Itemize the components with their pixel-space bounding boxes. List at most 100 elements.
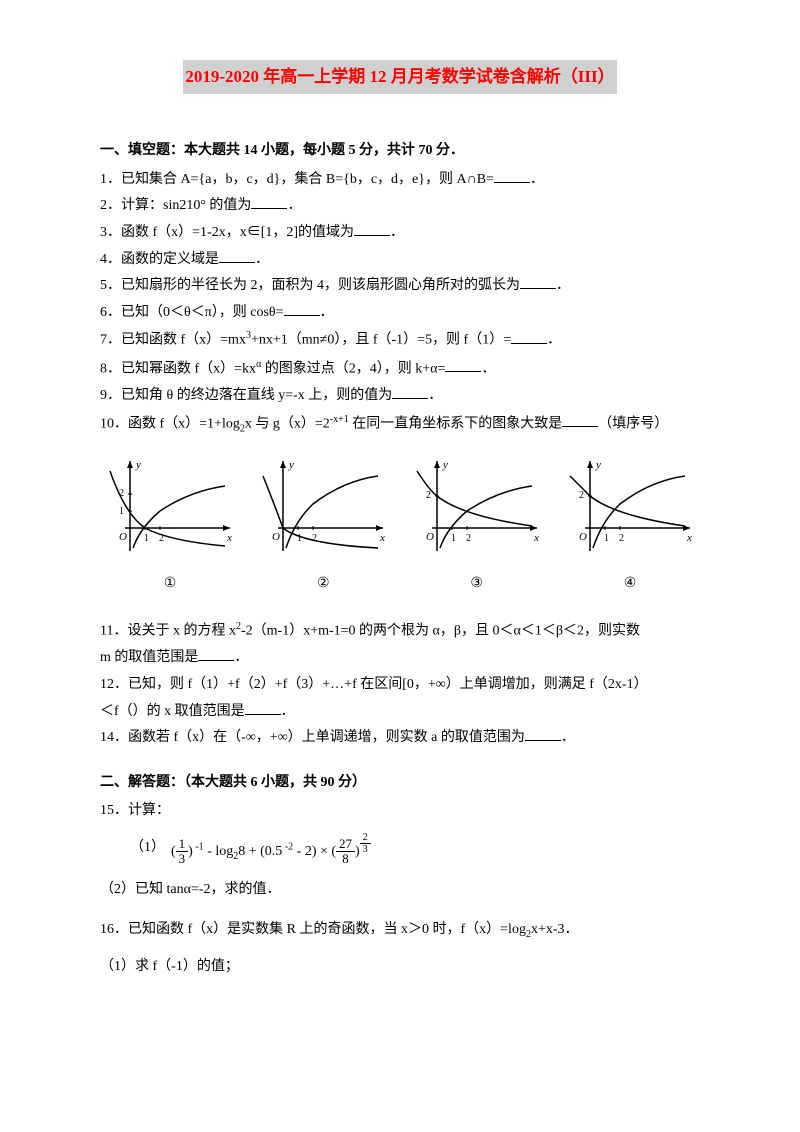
q1-text: 1．已知集合 A={a，b，c，d}，集合 B={b，c，d，e}，则 A∩B= (100, 172, 494, 187)
question-1: 1．已知集合 A={a，b，c，d}，集合 B={b，c，d，e}，则 A∩B=… (100, 167, 700, 194)
q11a: 11．设关于 x 的方程 x (100, 624, 236, 639)
graph-2: x y O 1 2 (253, 456, 393, 567)
q11c: m 的取值范围是 (100, 650, 198, 665)
exam-page: 2019-2020 年高一上学期 12 月月考数学试卷含解析（III） 一、填空… (0, 0, 800, 1021)
q12b: ＜f（）的 x 取值范围是 (100, 704, 245, 719)
blank (520, 276, 556, 290)
question-14: 14．函数若 f（x）在（-∞，+∞）上单调递增，则实数 a 的取值范围为． (100, 725, 700, 752)
graph-1: x y O 1 2 1 2 (100, 456, 240, 567)
q16a: 16．已知函数 f（x）是实数集 R 上的奇函数，当 x＞0 时，f（x）=lo… (100, 922, 526, 937)
question-4: 4．函数的定义域是． (100, 247, 700, 274)
q2-text: 2．计算：sin210° 的值为 (100, 198, 251, 213)
q5-text: 5．已知扇形的半径长为 2，面积为 4，则该扇形圆心角所对的弧长为 (100, 278, 520, 293)
graph-4-svg: x y O 1 2 2 (560, 456, 700, 556)
svg-text:1: 1 (119, 506, 124, 517)
blank (525, 728, 561, 742)
svg-text:2: 2 (619, 533, 624, 544)
q6-text: 6．已知（0＜θ＜π），则 cosθ= (100, 305, 284, 320)
q11b: -2（m-1）x+m-1=0 的两个根为 α，β，且 0＜α＜1＜β＜2，则实数 (241, 624, 640, 639)
question-12: 12．已知，则 f（1）+f（2）+f（3）+…+f 在区间[0，+∞）上单调增… (100, 672, 700, 699)
question-9: 9．已知角 θ 的终边落在直线 y=-x 上，则的值为． (100, 383, 700, 410)
blank (198, 648, 234, 662)
svg-text:O: O (426, 531, 434, 543)
svg-text:1: 1 (451, 533, 456, 544)
question-15-2: （2）已知 tanα=-2，求的值． (100, 877, 700, 904)
svg-text:O: O (119, 531, 127, 543)
question-8: 8．已知幂函数 f（x）=kxα 的图象过点（2，4），则 k+α=． (100, 355, 700, 383)
label-1: ① (100, 571, 240, 598)
svg-text:x: x (226, 532, 232, 544)
question-2: 2．计算：sin210° 的值为． (100, 193, 700, 220)
question-10: 10．函数 f（x）=1+log2x 与 g（x）=2-x+1 在同一直角坐标系… (100, 410, 700, 438)
svg-text:O: O (272, 531, 280, 543)
q10c: 在同一直角坐标系下的图象大致是 (349, 416, 563, 431)
svg-text:y: y (135, 459, 141, 471)
graph-3: x y O 1 2 2 (407, 456, 547, 567)
blank (284, 302, 320, 316)
graph-2-svg: x y O 1 2 (253, 456, 393, 556)
svg-text:O: O (579, 531, 587, 543)
blank (245, 701, 281, 715)
svg-text:y: y (595, 459, 601, 471)
q15-1-label: （1） (130, 835, 165, 862)
svg-text:1: 1 (604, 533, 609, 544)
svg-text:2: 2 (579, 490, 584, 501)
q14-text: 14．函数若 f（x）在（-∞，+∞）上单调递增，则实数 a 的取值范围为 (100, 730, 525, 745)
q4-text: 4．函数的定义域是 (100, 252, 219, 267)
formula-15-1: （1） (13) -1 - log28 + (0.5 -2 - 2) × (27… (130, 831, 700, 867)
q16b: x+x-3． (531, 922, 579, 937)
q10b: x 与 g（x）=2 (245, 416, 330, 431)
question-11-line2: m 的取值范围是． (100, 645, 700, 672)
q3-text: 3．函数 f（x）=1-2x，x∈[1，2]的值域为 (100, 225, 354, 240)
graph-1-svg: x y O 1 2 1 2 (100, 456, 240, 556)
q12a: 12．已知，则 f（1）+f（2）+f（3）+…+f 在区间[0，+∞）上单调增… (100, 677, 648, 692)
svg-text:x: x (686, 532, 692, 544)
svg-text:y: y (288, 459, 294, 471)
question-15: 15．计算： (100, 798, 700, 825)
q7b: +nx+1（mn≠0），且 f（-1）=5，则 f（1）= (251, 333, 511, 348)
formula-content: (13) -1 - log28 + (0.5 -2 - 2) × (278)23 (171, 831, 371, 867)
question-7: 7．已知函数 f（x）=mx3+nx+1（mn≠0），且 f（-1）=5，则 f… (100, 326, 700, 354)
question-16: 16．已知函数 f（x）是实数集 R 上的奇函数，当 x＞0 时，f（x）=lo… (100, 917, 700, 944)
svg-text:2: 2 (312, 533, 317, 544)
blank (219, 249, 255, 263)
svg-text:y: y (442, 459, 448, 471)
svg-text:x: x (533, 532, 539, 544)
svg-text:2: 2 (426, 490, 431, 501)
q9-text: 9．已知角 θ 的终边落在直线 y=-x 上，则的值为 (100, 388, 392, 403)
label-2: ② (253, 571, 393, 598)
q10a: 10．函数 f（x）=1+log (100, 416, 240, 431)
question-16-1: （1）求 f（-1）的值； (100, 954, 700, 981)
blank (354, 222, 390, 236)
title-wrap: 2019-2020 年高一上学期 12 月月考数学试卷含解析（III） (100, 60, 700, 114)
question-3: 3．函数 f（x）=1-2x，x∈[1，2]的值域为． (100, 220, 700, 247)
superscript-neg-x-plus-1: -x+1 (330, 414, 349, 425)
blank (445, 359, 481, 373)
q7a: 7．已知函数 f（x）=mx (100, 333, 246, 348)
page-title: 2019-2020 年高一上学期 12 月月考数学试卷含解析（III） (183, 60, 616, 94)
question-11: 11．设关于 x 的方程 x2-2（m-1）x+m-1=0 的两个根为 α，β，… (100, 617, 700, 645)
graph-4: x y O 1 2 2 (560, 456, 700, 567)
blank (562, 414, 598, 428)
q10d: （填序号） (598, 416, 668, 431)
section-2-heading: 二、解答题：（本大题共 6 小题，共 90 分） (100, 770, 700, 797)
blank (251, 196, 287, 210)
q8b: 的图象过点（2，4），则 k+α= (261, 361, 445, 376)
label-4: ④ (560, 571, 700, 598)
section-1-heading: 一、填空题：本大题共 14 小题，每小题 5 分，共计 70 分． (100, 138, 700, 165)
svg-text:2: 2 (466, 533, 471, 544)
question-12-line2: ＜f（）的 x 取值范围是． (100, 699, 700, 726)
svg-text:x: x (379, 532, 385, 544)
graph-row: x y O 1 2 1 2 x y (100, 456, 700, 567)
svg-text:1: 1 (144, 533, 149, 544)
question-6: 6．已知（0＜θ＜π），则 cosθ=． (100, 300, 700, 327)
graph-3-svg: x y O 1 2 2 (407, 456, 547, 556)
blank (511, 331, 547, 345)
label-3: ③ (407, 571, 547, 598)
blank (392, 385, 428, 399)
blank (494, 169, 530, 183)
graph-labels: ① ② ③ ④ (100, 571, 700, 598)
q8a: 8．已知幂函数 f（x）=kx (100, 361, 256, 376)
question-5: 5．已知扇形的半径长为 2，面积为 4，则该扇形圆心角所对的弧长为． (100, 273, 700, 300)
svg-text:1: 1 (297, 533, 302, 544)
